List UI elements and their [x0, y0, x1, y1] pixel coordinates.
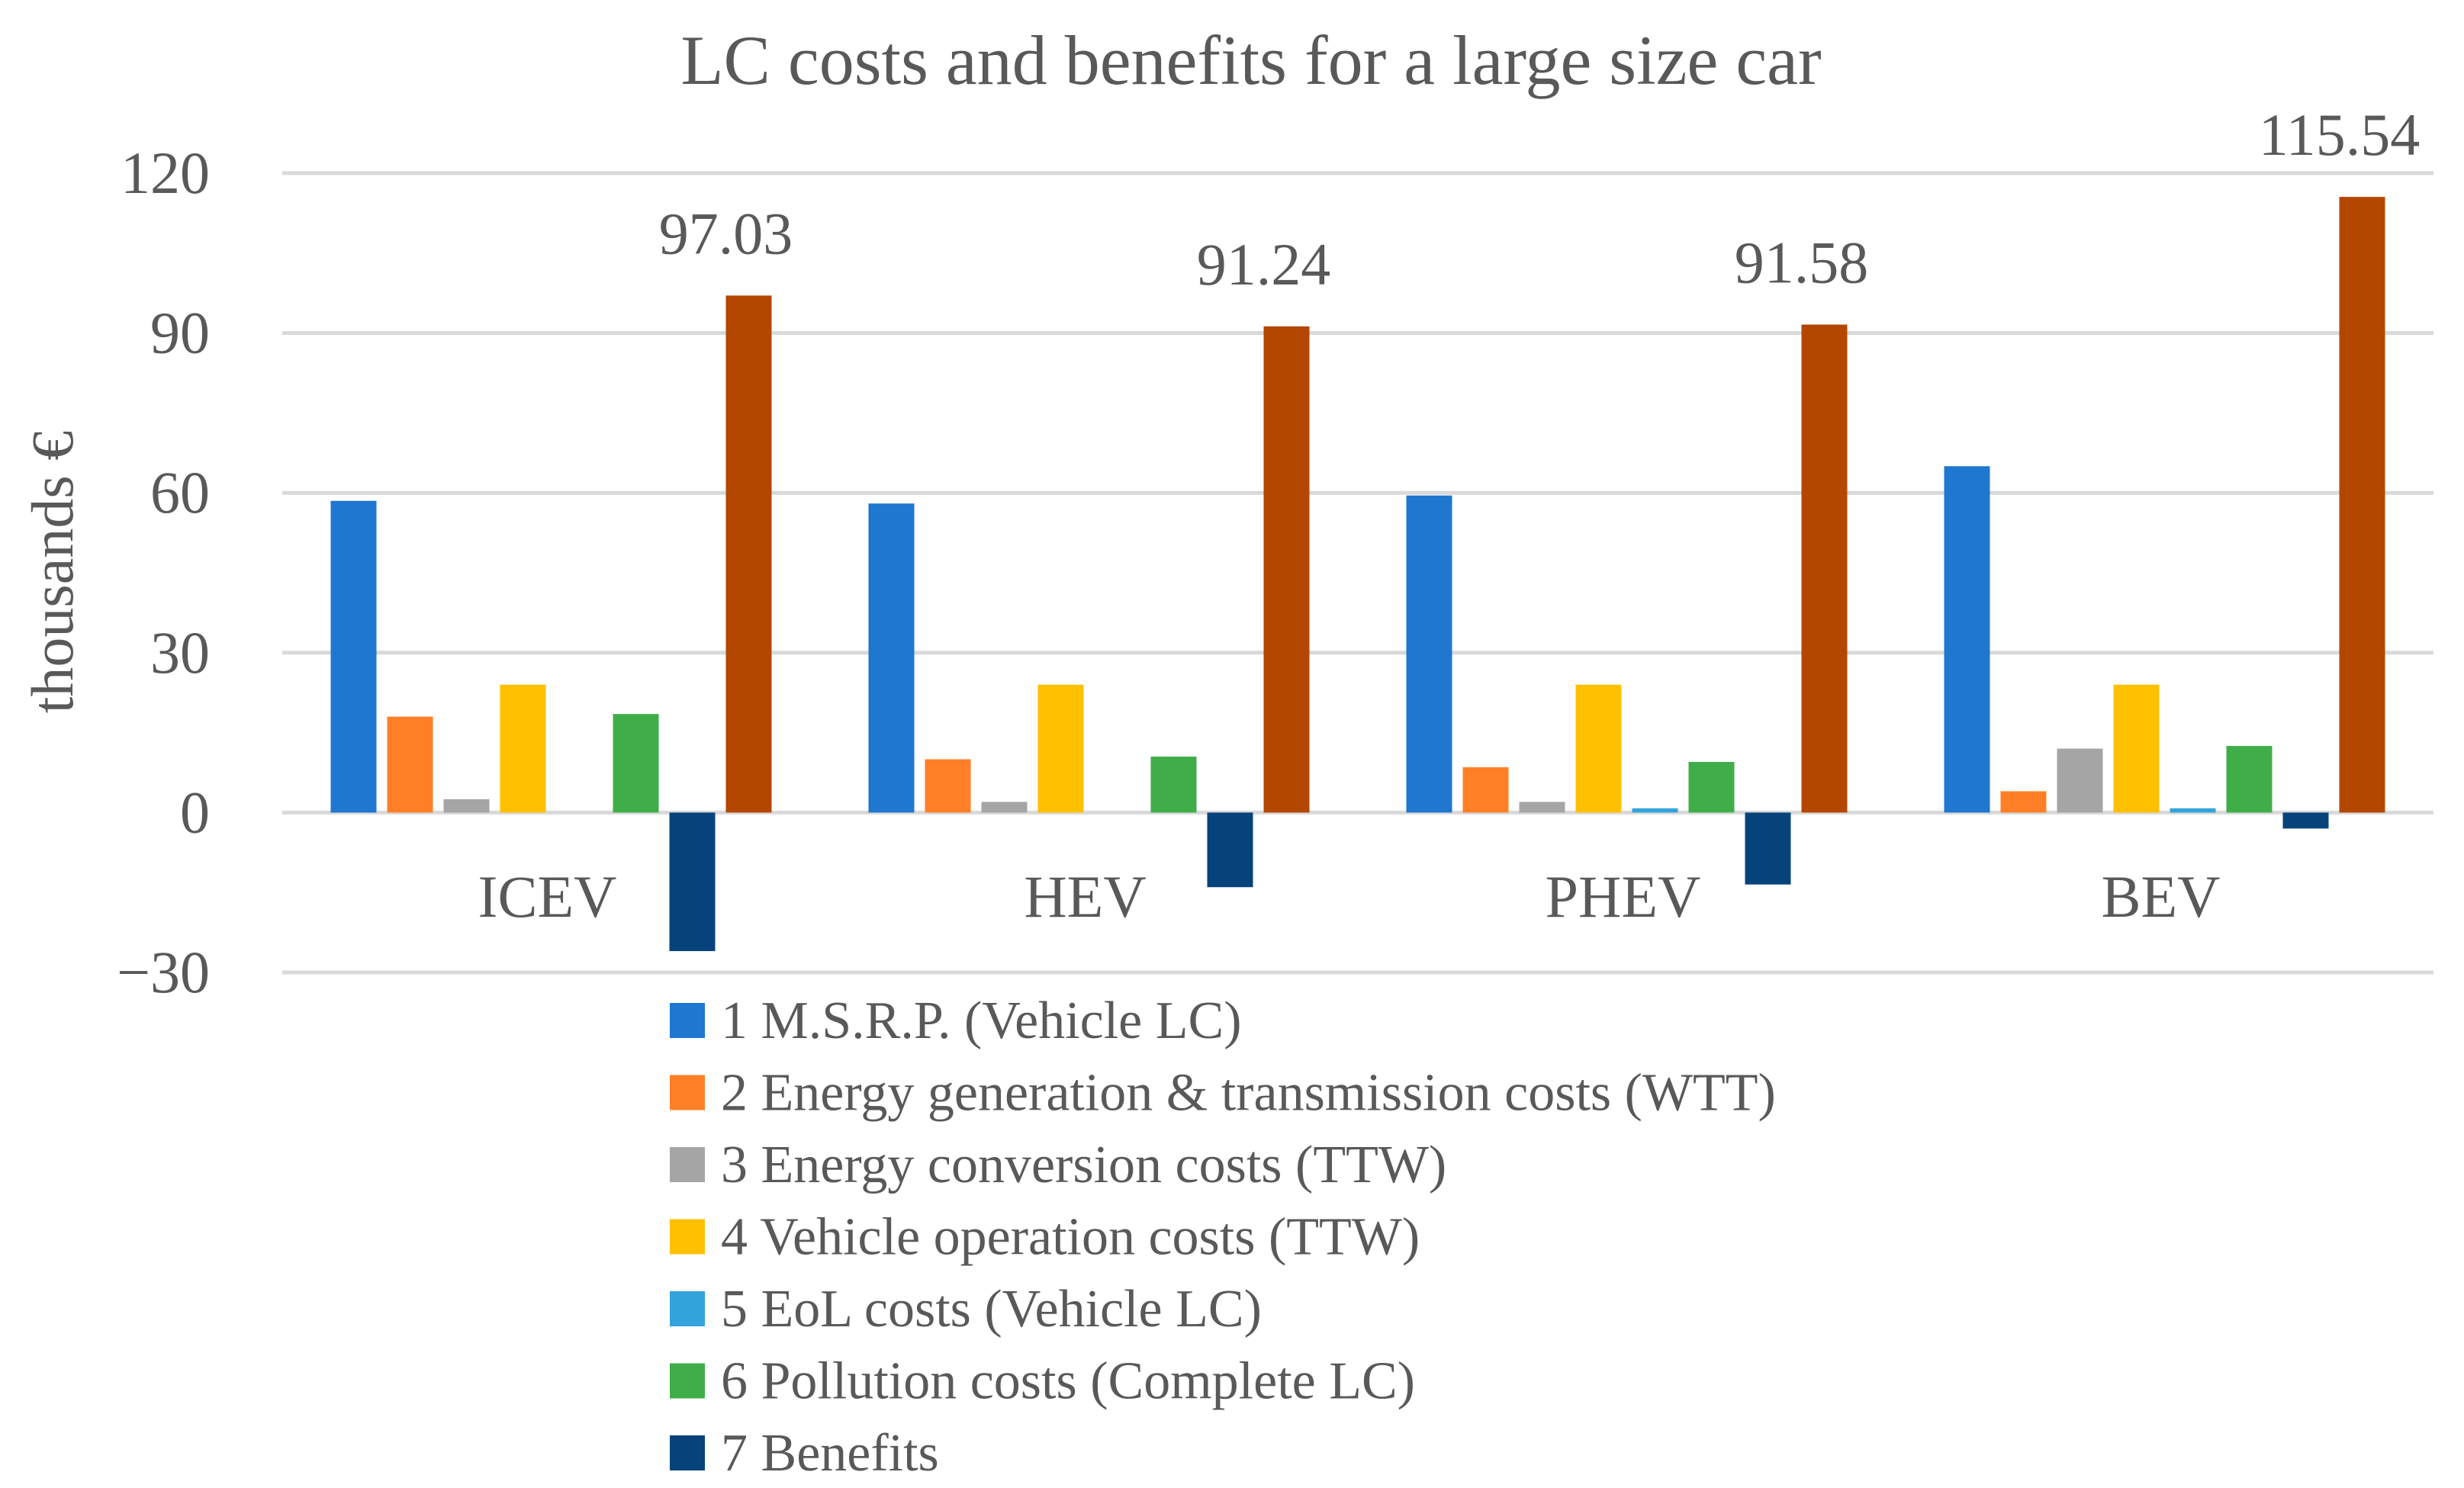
- bar: [669, 812, 716, 952]
- legend-swatch: [670, 1219, 705, 1255]
- legend-item: 5 EoL costs (Vehicle LC): [670, 1280, 1262, 1339]
- data-label: 91.24: [1197, 231, 1331, 297]
- legend-label: 3 Energy conversion costs (TTW): [721, 1136, 1446, 1194]
- legend-item: 2 Energy generation & transmission costs…: [670, 1064, 1776, 1123]
- legend-swatch: [670, 1075, 705, 1110]
- bar: [500, 684, 546, 813]
- bar: [1263, 326, 1310, 813]
- bar: [1462, 767, 1509, 813]
- x-category-label: PHEV: [1546, 863, 1701, 930]
- bar: [1944, 466, 1990, 813]
- bar: [2339, 197, 2385, 813]
- bar: [330, 500, 377, 813]
- bar: [2000, 791, 2047, 813]
- bar: [1575, 684, 1622, 813]
- legend-label: 2 Energy generation & transmission costs…: [721, 1064, 1776, 1123]
- data-label: 91.58: [1735, 230, 1869, 296]
- bar: [1037, 684, 1084, 813]
- legend-item: 4 Vehicle operation costs (TTW): [670, 1208, 1420, 1267]
- legend-item: 1 M.S.R.P. (Vehicle LC): [670, 991, 1242, 1050]
- y-axis-label: thousands €: [19, 431, 85, 714]
- bars: [330, 197, 2385, 952]
- y-tick-label: 120: [121, 140, 210, 206]
- x-category-label: BEV: [2102, 863, 2221, 930]
- legend-swatch: [670, 1291, 705, 1326]
- y-tick-label: 0: [180, 779, 210, 845]
- x-axis-categories: ICEV HEV PHEV BEV: [478, 863, 2221, 930]
- bar: [2057, 748, 2103, 813]
- legend-label: 4 Vehicle operation costs (TTW): [721, 1208, 1420, 1267]
- bar: [613, 714, 659, 813]
- legend: 1 M.S.R.P. (Vehicle LC) 2 Energy generati…: [670, 991, 1776, 1483]
- bar: [981, 802, 1028, 813]
- legend-swatch: [670, 1435, 705, 1470]
- bar: [2226, 746, 2273, 813]
- legend-item: 3 Energy conversion costs (TTW): [670, 1136, 1446, 1194]
- legend-swatch: [670, 1003, 705, 1038]
- bar: [925, 759, 971, 813]
- bar: [725, 295, 772, 813]
- bar: [1688, 762, 1735, 813]
- data-label: 97.03: [659, 200, 793, 266]
- bar: [1150, 757, 1197, 813]
- gridlines: [282, 171, 2433, 975]
- legend-label: 6 Pollution costs (Complete LC): [721, 1352, 1415, 1411]
- y-tick-label: 90: [150, 300, 210, 366]
- data-labels: 97.03 91.24 91.58 115.54: [659, 101, 2421, 297]
- chart-title: LC costs and benefits for a large size c…: [680, 21, 1821, 99]
- x-category-label: HEV: [1024, 863, 1146, 930]
- y-tick-label: −30: [117, 939, 210, 1005]
- bar: [1519, 802, 1565, 813]
- legend-label: 7 Benefits: [721, 1424, 939, 1483]
- bar: [2113, 684, 2160, 813]
- bar: [443, 799, 490, 813]
- legend-item: 6 Pollution costs (Complete LC): [670, 1352, 1415, 1411]
- bar: [1207, 812, 1253, 888]
- y-tick-label: 60: [150, 459, 210, 525]
- bar: [2282, 812, 2329, 829]
- legend-label: 5 EoL costs (Vehicle LC): [721, 1280, 1262, 1339]
- y-tick-label: 30: [150, 619, 210, 686]
- bar: [868, 503, 915, 813]
- data-label: 115.54: [2259, 101, 2421, 168]
- legend-swatch: [670, 1147, 705, 1182]
- legend-swatch: [670, 1363, 705, 1399]
- bar: [1801, 324, 1848, 813]
- legend-item: 7 Benefits: [670, 1424, 939, 1483]
- bar: [1632, 808, 1678, 813]
- bar: [1406, 495, 1452, 813]
- bar: [387, 716, 433, 813]
- legend-label: 1 M.S.R.P. (Vehicle LC): [721, 991, 1242, 1050]
- bar: [1745, 812, 1791, 885]
- bar: [2170, 808, 2216, 813]
- y-axis-ticks: −30 0 30 60 90 120: [117, 140, 210, 1005]
- x-category-label: ICEV: [478, 863, 617, 930]
